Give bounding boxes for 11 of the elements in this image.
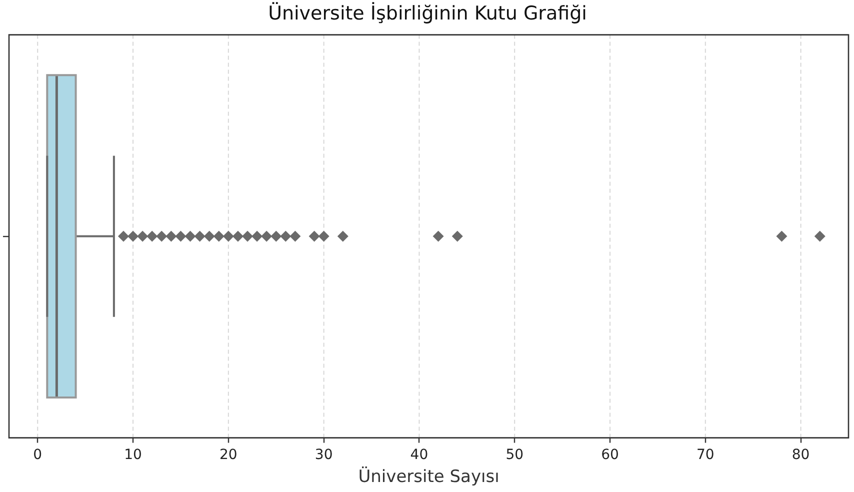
x-tick-label: 40 [410,446,428,463]
x-tick-label: 10 [124,446,142,463]
x-tick-label: 20 [220,446,238,463]
x-tick-label: 60 [601,446,619,463]
x-tick-label: 30 [314,446,333,463]
chart-title: Üniversite İşbirliğinin Kutu Grafiği [268,1,587,24]
x-axis-title: Üniversite Sayısı [358,466,500,488]
x-tick-label: 0 [33,446,42,463]
x-tick-label: 50 [506,446,524,463]
x-tick-label: 80 [792,446,810,463]
x-tick-label: 70 [696,446,714,463]
